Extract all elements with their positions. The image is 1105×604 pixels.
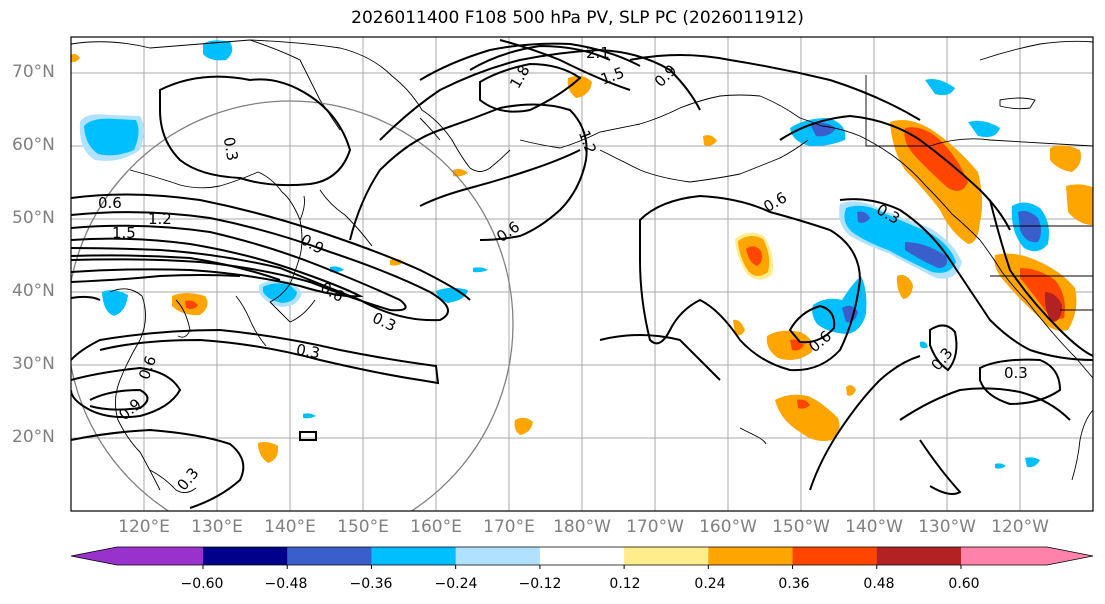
colorbar-segment xyxy=(708,547,794,565)
lat-label: 20°N xyxy=(12,427,55,447)
lat-label: 70°N xyxy=(12,62,55,82)
lat-label: 60°N xyxy=(12,135,55,155)
lon-label: 160°E xyxy=(410,517,462,537)
colorbar-segment xyxy=(455,547,541,565)
contour-label: 1.5 xyxy=(112,224,136,242)
lon-label: 170°E xyxy=(483,517,535,537)
lon-label: 130°W xyxy=(918,517,976,537)
colorbar-segment xyxy=(624,547,709,565)
lon-label: 160°W xyxy=(699,517,757,537)
lon-label: 130°E xyxy=(191,517,243,537)
colorbar-tick-label: 0.24 xyxy=(694,576,726,592)
colorbar-tick-label: −0.12 xyxy=(518,576,562,592)
colorbar-segment xyxy=(876,547,962,565)
map-title: 2026011400 F108 500 hPa PV, SLP PC (2026… xyxy=(351,8,804,28)
lon-label: 170°W xyxy=(626,517,684,537)
colorbar-tick-label: 0.48 xyxy=(863,576,895,592)
lon-label: 150°E xyxy=(337,517,389,537)
colorbar-segment xyxy=(203,547,288,565)
lon-label: 150°W xyxy=(772,517,830,537)
plot-frame xyxy=(70,36,1094,512)
colorbar xyxy=(70,546,1094,569)
colorbar-outline xyxy=(70,546,1094,566)
lat-label: 30°N xyxy=(12,354,55,374)
colorbar-extend-high xyxy=(961,547,1093,565)
colorbar-segment xyxy=(539,547,625,565)
graticule xyxy=(71,37,1093,511)
coastlines xyxy=(71,39,1093,493)
colorbar-tick-label: −0.48 xyxy=(264,576,308,592)
lon-label: 140°W xyxy=(845,517,903,537)
range-ring xyxy=(71,100,514,511)
contour-label: 2.1 xyxy=(586,44,610,62)
pv-shading xyxy=(71,40,1093,469)
colorbar-tick-label: 0.12 xyxy=(609,576,641,592)
contour-label: 0.3 xyxy=(220,136,242,163)
contour-label: 0.3 xyxy=(295,340,322,362)
colorbar-segment xyxy=(792,547,878,565)
colorbar-tick-label: 0.36 xyxy=(778,576,810,592)
lon-label: 120°E xyxy=(118,517,170,537)
lat-label: 50°N xyxy=(12,208,55,228)
lon-label: 120°W xyxy=(991,517,1049,537)
contour-label: 0.6 xyxy=(98,194,122,212)
colorbar-extend-low xyxy=(71,547,203,565)
colorbar-tick-label: 0.60 xyxy=(948,576,980,592)
colorbar-segment xyxy=(287,547,372,565)
colorbar-segment xyxy=(371,547,457,565)
colorbar-tick-label: −0.60 xyxy=(180,576,224,592)
lat-label: 40°N xyxy=(12,281,55,301)
slp-contours xyxy=(71,39,1093,509)
contour-label: 0.3 xyxy=(1004,364,1028,382)
colorbar-tick-label: −0.36 xyxy=(349,576,393,592)
lon-label: 140°E xyxy=(264,517,316,537)
lon-label: 180°W xyxy=(553,517,611,537)
contour-label: 1.2 xyxy=(148,210,172,228)
colorbar-tick-label: −0.24 xyxy=(434,576,478,592)
